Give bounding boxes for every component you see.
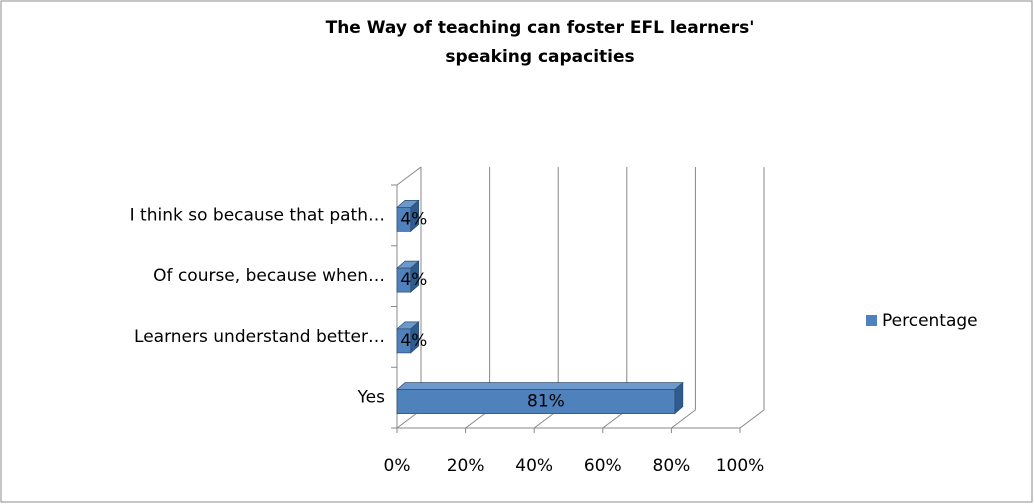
value-label: 4% xyxy=(400,270,427,290)
y-tick-label: I think so because that path… xyxy=(130,205,385,225)
y-tick-label: Learners understand better… xyxy=(134,327,385,347)
x-tick-label: 60% xyxy=(584,456,622,476)
legend-swatch xyxy=(866,315,877,326)
x-tick-label: 40% xyxy=(515,456,553,476)
x-tick-label: 0% xyxy=(384,456,411,476)
x-tick-label: 100% xyxy=(716,456,765,476)
x-tick-label: 80% xyxy=(653,456,691,476)
chart-title: The Way of teaching can foster EFL learn… xyxy=(326,18,755,38)
value-label: 4% xyxy=(400,331,427,351)
bar xyxy=(396,389,676,414)
bar xyxy=(396,267,412,293)
bar-top xyxy=(396,382,684,390)
left-wall-top xyxy=(396,166,422,186)
bar xyxy=(396,207,412,232)
x-tick-label: 20% xyxy=(447,456,485,476)
grid-line xyxy=(739,409,765,429)
grid-line xyxy=(671,409,696,429)
chart-title: speaking capacities xyxy=(445,47,634,67)
value-label: 81% xyxy=(527,392,565,412)
bar xyxy=(396,328,412,354)
y-tick-label: Of course, because when… xyxy=(153,266,385,286)
value-label: 4% xyxy=(400,209,427,229)
y-tick-label: Yes xyxy=(357,388,386,408)
legend-label: Percentage xyxy=(882,311,978,331)
